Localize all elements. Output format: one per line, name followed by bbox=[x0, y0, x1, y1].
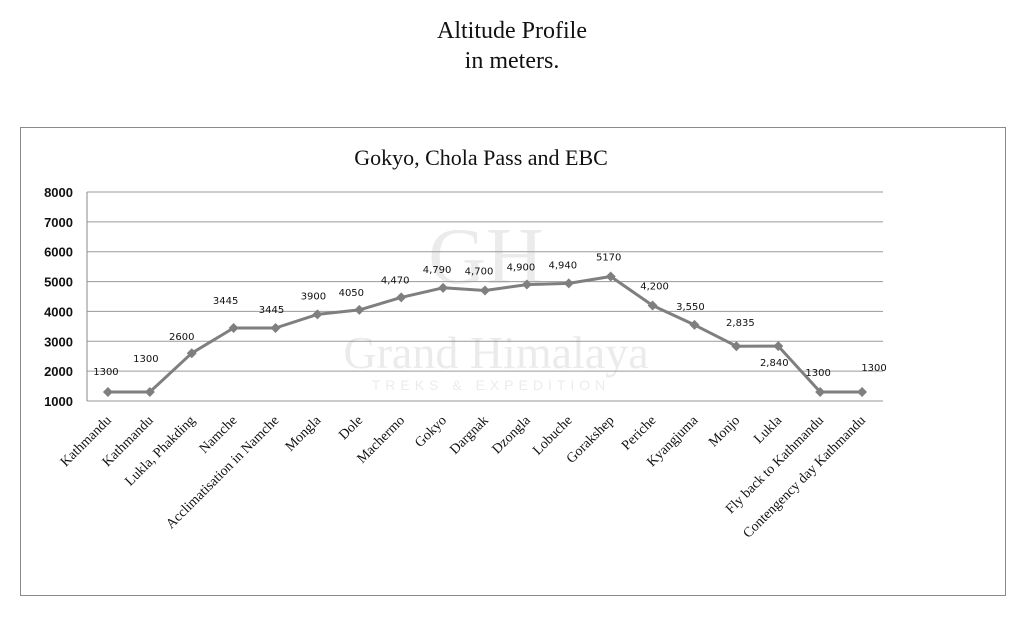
data-point-marker bbox=[773, 341, 784, 352]
watermark-tagline: TREKS & EXPEDITION bbox=[372, 377, 611, 393]
data-label: 2,835 bbox=[726, 318, 755, 329]
data-point-marker bbox=[102, 387, 113, 398]
data-label: 4050 bbox=[339, 288, 364, 299]
page-subtitle: in meters. bbox=[464, 48, 560, 74]
watermark-name: Grand Himalaya bbox=[343, 327, 648, 378]
data-label: 2600 bbox=[169, 332, 194, 343]
x-tick-label: Dole bbox=[336, 413, 366, 443]
x-tick-label: Gokyo bbox=[412, 413, 450, 451]
data-label: 4,200 bbox=[640, 281, 669, 292]
data-point-marker bbox=[186, 348, 197, 359]
data-label: 4,940 bbox=[548, 260, 577, 271]
data-point-marker bbox=[312, 309, 323, 320]
data-labels: 1300 1300 2600 3445 3445 3900 4050 4,470 4,790 4,… bbox=[93, 252, 887, 379]
data-point-marker bbox=[228, 322, 239, 333]
altitude-line-chart: GH Grand Himalaya TREKS & EXPEDITION Gok… bbox=[44, 145, 887, 542]
data-label: 3445 bbox=[213, 296, 238, 307]
page-title: Altitude Profile bbox=[437, 18, 587, 44]
data-label: 3445 bbox=[259, 305, 284, 316]
data-point-marker bbox=[689, 319, 700, 330]
x-tick-label: Dzongla bbox=[490, 413, 535, 458]
y-tick-label: 8000 bbox=[44, 185, 73, 200]
data-label: 1300 bbox=[93, 367, 118, 378]
data-label: 4,790 bbox=[423, 265, 452, 276]
y-tick-label: 5000 bbox=[44, 275, 73, 290]
x-tick-label: Monjo bbox=[706, 413, 743, 450]
y-tick-label: 3000 bbox=[44, 334, 73, 349]
data-label: 1300 bbox=[133, 354, 158, 365]
watermark: GH Grand Himalaya TREKS & EXPEDITION bbox=[343, 213, 648, 393]
data-label: 1300 bbox=[861, 363, 886, 374]
y-tick-label: 7000 bbox=[44, 215, 73, 230]
data-point-marker bbox=[270, 322, 281, 333]
data-label: 5170 bbox=[596, 252, 621, 263]
chart-title: Gokyo, Chola Pass and EBC bbox=[354, 145, 608, 170]
y-tick-label: 1000 bbox=[44, 394, 73, 409]
data-point-marker bbox=[396, 292, 407, 303]
data-label: 4,470 bbox=[381, 275, 410, 286]
markers bbox=[102, 271, 868, 398]
gridlines bbox=[86, 191, 883, 402]
y-tick-label: 6000 bbox=[44, 245, 73, 260]
x-tick-label: Lukla bbox=[751, 413, 785, 447]
y-axis-ticks: 1000 2000 3000 4000 5000 6000 7000 8000 bbox=[44, 185, 73, 409]
data-point-marker bbox=[731, 341, 742, 352]
data-point-marker bbox=[815, 387, 826, 398]
data-point-marker bbox=[521, 279, 532, 290]
x-tick-label: Periche bbox=[619, 413, 659, 453]
data-point-marker bbox=[605, 271, 616, 282]
data-point-marker bbox=[354, 304, 365, 315]
x-tick-label: Dargnak bbox=[447, 413, 492, 458]
x-tick-label: Mongla bbox=[283, 413, 325, 455]
data-label: 4,900 bbox=[507, 263, 536, 274]
data-point-marker bbox=[144, 387, 155, 398]
data-point-marker bbox=[857, 387, 868, 398]
data-label: 1300 bbox=[805, 368, 830, 379]
data-label: 2,840 bbox=[760, 358, 789, 369]
data-point-marker bbox=[438, 282, 449, 293]
data-point-marker bbox=[647, 300, 658, 311]
y-tick-label: 4000 bbox=[44, 304, 73, 319]
chart-frame: GH Grand Himalaya TREKS & EXPEDITION Gok… bbox=[20, 127, 1006, 596]
data-label: 3900 bbox=[301, 291, 326, 302]
data-point-marker bbox=[563, 278, 574, 289]
y-tick-label: 2000 bbox=[44, 364, 73, 379]
data-label: 4,700 bbox=[465, 267, 494, 278]
data-point-marker bbox=[480, 285, 490, 296]
data-label: 3,550 bbox=[676, 302, 705, 313]
